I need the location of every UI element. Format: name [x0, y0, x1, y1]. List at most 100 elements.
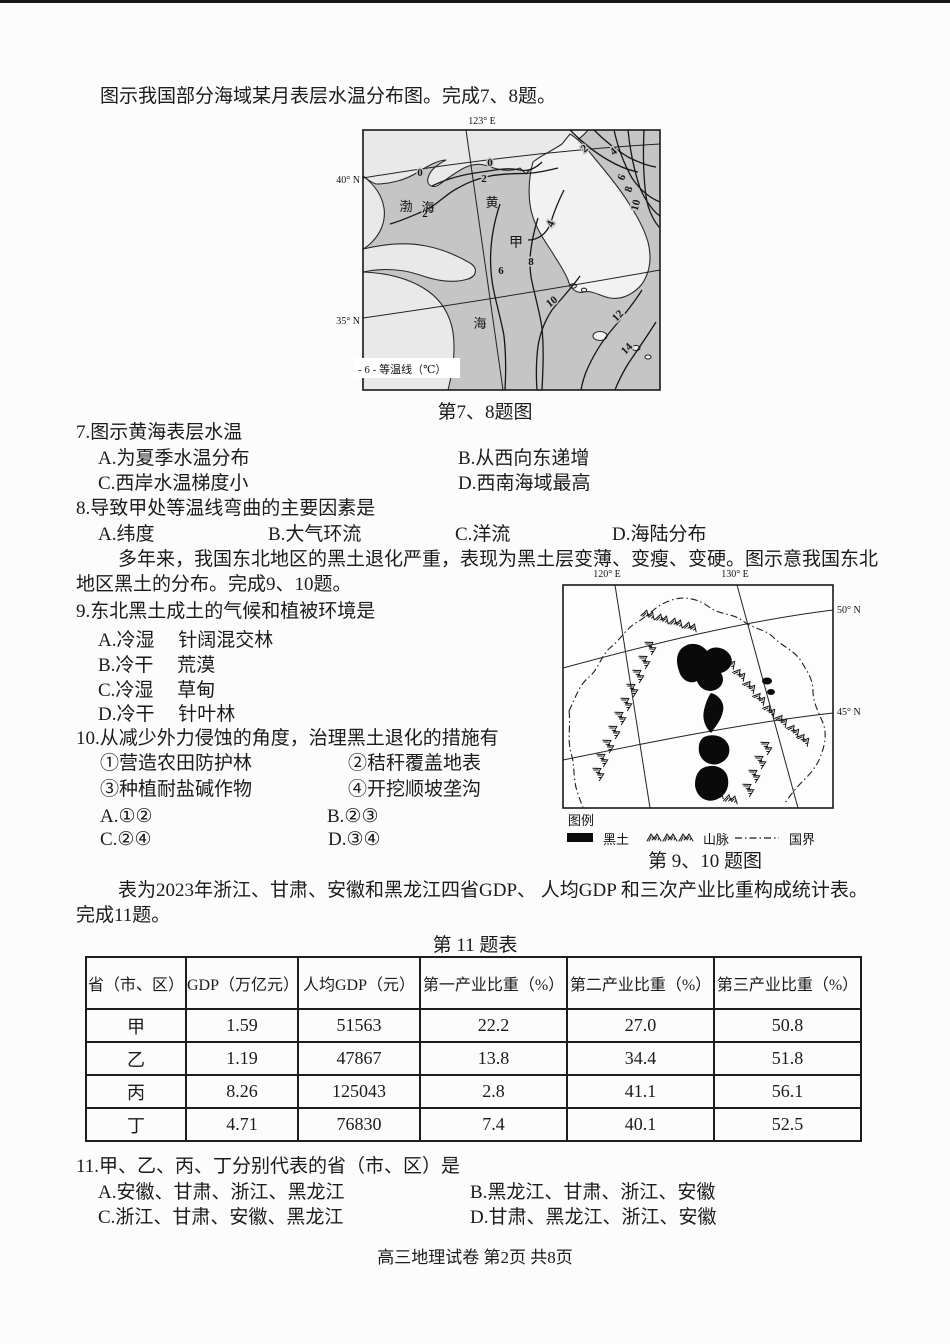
q78-intro: 图示我国部分海域某月表层水温分布图。完成7、8题。 — [100, 86, 557, 107]
latitude-label-50n: 50° N — [837, 605, 861, 616]
isotherm-10-ne — [642, 129, 661, 229]
cell: 1.59 — [185, 1008, 299, 1043]
q9-option-c: C.冷湿 草甸 — [98, 680, 216, 701]
isotherm-6 — [489, 203, 507, 391]
legend-mountain-symbol — [646, 833, 694, 842]
q10-option-b: B.②③ — [327, 806, 379, 827]
cell: 47867 — [297, 1041, 421, 1076]
parallel-45n — [562, 712, 834, 761]
table-row: 丙 8.26 125043 2.8 41.1 56.1 — [85, 1074, 862, 1109]
meridian-130e — [736, 584, 799, 809]
q11-option-b: B.黑龙江、甘肃、浙江、安徽 — [470, 1182, 716, 1203]
isotherm-2-ne — [569, 129, 639, 173]
table-header-row: 省（市、区） GDP（万亿元） 人均GDP（元） 第一产业比重（%） 第二产业比… — [85, 956, 862, 1010]
isotherm-14 — [614, 321, 657, 391]
q11-table-caption: 第 11 题表 — [432, 935, 518, 956]
col-header-gdp-capita: 人均GDP（元） — [297, 956, 421, 1010]
cell: 41.1 — [566, 1074, 715, 1109]
q8-option-c: C.洋流 — [455, 524, 511, 545]
page-footer: 高三地理试卷 第2页 共8页 — [377, 1248, 573, 1267]
q11-table: 省（市、区） GDP（万亿元） 人均GDP（元） 第一产业比重（%） 第二产业比… — [85, 956, 862, 1142]
cell: 丁 — [85, 1107, 187, 1142]
bohai-sea-label-2: 海 — [421, 200, 434, 215]
black-soil-areas — [676, 643, 775, 801]
q7-stem: 7.图示黄海表层水温 — [76, 422, 243, 443]
latitude-label-35n: 35° N — [336, 316, 360, 327]
longitude-label-130e: 130° E — [721, 569, 749, 580]
cell: 76830 — [297, 1107, 421, 1142]
black-soil-patch — [695, 765, 729, 801]
q9-stem: 9.东北黑土成土的气候和植被环境是 — [76, 601, 376, 622]
table-row: 甲 1.59 51563 22.2 27.0 50.8 — [85, 1008, 862, 1043]
isotherm-6-ne — [613, 129, 661, 203]
legend-border-label: 国界 — [789, 832, 815, 847]
map2-legend-title: 图例 — [568, 813, 594, 828]
isotherm-2 — [389, 167, 559, 225]
legend-mountain-label: 山脉 — [703, 832, 729, 847]
cell: 34.4 — [566, 1041, 715, 1076]
q910-intro-line1: 多年来，我国东北地区的黑土退化严重，表现为黑土层变薄、变瘦、变硬。图示意我国东北 — [118, 549, 879, 570]
yellow-sea-label-1: 黄 — [485, 195, 498, 210]
longitude-label-123e: 123° E — [468, 116, 496, 127]
q10-option-a: A.①② — [100, 806, 153, 827]
cell: 13.8 — [419, 1041, 568, 1076]
q11-stem: 11.甲、乙、丙、丁分别代表的省（市、区）是 — [76, 1156, 461, 1177]
cell: 乙 — [85, 1041, 187, 1076]
parallel-35n — [362, 269, 661, 319]
q11-intro-line2: 完成11题。 — [76, 905, 171, 926]
cell: 27.0 — [566, 1008, 715, 1043]
q8-option-d: D.海陆分布 — [612, 524, 707, 545]
cell: 1.19 — [185, 1041, 299, 1076]
map1-caption: 第7、8题图 — [437, 402, 533, 423]
longitude-label-120e: 120° E — [593, 569, 621, 580]
cell: 40.1 — [566, 1107, 715, 1142]
isotherm-12 — [580, 289, 643, 391]
parallel-50n — [562, 609, 834, 669]
black-soil-patch — [676, 643, 732, 691]
land-shandong-peninsula — [362, 243, 476, 282]
black-soil-patch — [698, 735, 730, 765]
table-row: 丁 4.71 76830 7.4 40.1 52.5 — [85, 1107, 862, 1142]
cell: 51.8 — [713, 1041, 862, 1076]
border-path-southwest — [568, 710, 584, 808]
q9-option-b: B.冷干 荒漠 — [98, 655, 216, 676]
q11-intro-line1: 表为2023年浙江、甘肃、安徽和黑龙江四省GDP、 人均GDP 和三次产业比重构… — [118, 880, 868, 901]
isotherm-4-ne — [593, 129, 657, 168]
cell: 8.26 — [185, 1074, 299, 1109]
col-header-primary: 第一产业比重（%） — [419, 956, 568, 1010]
cell: 52.5 — [713, 1107, 862, 1142]
q10-option-c: C.②④ — [100, 829, 152, 850]
national-border — [568, 597, 826, 808]
isotherm-10 — [535, 275, 581, 391]
q10-statement-4: ④开挖顺坡垄沟 — [348, 779, 482, 800]
cell: 2.8 — [419, 1074, 568, 1109]
isotherm-8 — [529, 217, 544, 391]
q7-option-c: C.西岸水温梯度小 — [98, 473, 249, 494]
point-jia-label: 甲 — [509, 236, 523, 251]
isotherm-4 — [527, 189, 565, 241]
map-frame — [362, 129, 661, 391]
bohai-sea-label-1: 渤 — [399, 199, 412, 214]
q10-statement-2: ②秸秆覆盖地表 — [348, 753, 482, 774]
q9-option-a: A.冷湿 针阔混交林 — [98, 630, 274, 651]
cell: 50.8 — [713, 1008, 862, 1043]
isotherm-label: 0 — [487, 157, 493, 169]
map1-legend-label: - 6 - 等温线（℃） — [358, 362, 446, 376]
meridian-120e — [614, 584, 651, 809]
q9-option-d: D.冷干 针叶林 — [98, 704, 236, 725]
col-header-tertiary: 第三产业比重（%） — [713, 956, 862, 1010]
legend-black-soil-swatch — [567, 833, 593, 842]
q8-option-b: B.大气环流 — [268, 524, 362, 545]
latitude-label-40n: 40° N — [336, 175, 360, 186]
black-soil-patch — [703, 693, 724, 733]
q7-option-a: A.为夏季水温分布 — [98, 448, 250, 469]
page-top-edge-line — [0, 0, 950, 3]
q8-option-a: A.纬度 — [98, 524, 155, 545]
cell: 7.4 — [419, 1107, 568, 1142]
cell: 56.1 — [713, 1074, 862, 1109]
q11-option-a: A.安徽、甘肃、浙江、黑龙江 — [98, 1182, 345, 1203]
q910-intro-line2: 地区黑土的分布。完成9、10题。 — [76, 574, 352, 595]
col-header-secondary: 第二产业比重（%） — [566, 956, 715, 1010]
isotherm-8-ne — [627, 129, 661, 217]
